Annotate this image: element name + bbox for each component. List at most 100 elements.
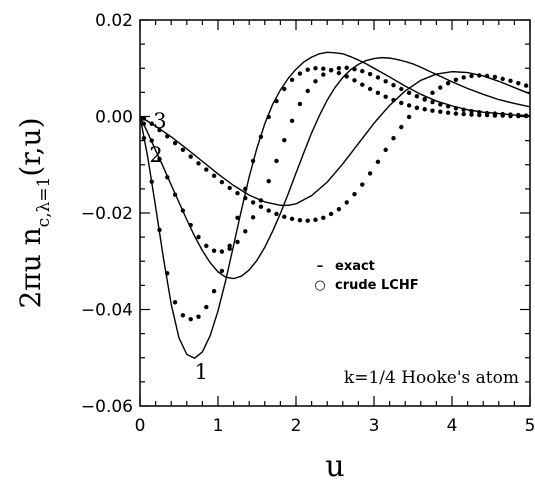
lchf-point-2 (453, 106, 459, 111)
lchf-point-2 (492, 111, 498, 116)
lchf-point-3 (469, 73, 474, 79)
exact-curve-2 (139, 56, 531, 280)
lchf-point-2 (188, 222, 193, 228)
lchf-point-1 (313, 66, 318, 71)
lchf-point-3 (360, 182, 365, 187)
y-axis-title-subscript: c,λ=1 (34, 177, 54, 228)
lchf-point-1 (282, 86, 287, 92)
y-axis-title-args: (r,u) (14, 117, 47, 176)
lchf-point-1 (204, 304, 209, 310)
lchf-point-2 (172, 192, 178, 197)
lchf-point-3 (305, 218, 310, 223)
lchf-point-3 (477, 73, 482, 78)
x-tick-label: 1 (213, 416, 224, 436)
lchf-point-1 (336, 70, 342, 76)
lchf-point-1 (297, 71, 303, 76)
lchf-point-1 (305, 67, 310, 72)
lchf-point-2 (305, 88, 310, 94)
lchf-point-1 (211, 288, 217, 294)
x-tick-label: 3 (369, 416, 380, 436)
y-tick-label: −0.02 (81, 204, 133, 224)
lchf-point-1 (375, 90, 381, 96)
lchf-point-1 (274, 98, 279, 104)
lchf-point-1 (235, 215, 240, 221)
lchf-point-3 (414, 105, 420, 111)
lchf-point-3 (180, 147, 186, 152)
lchf-point-2 (227, 246, 232, 251)
lchf-point-2 (297, 101, 303, 107)
lchf-point-3 (266, 208, 271, 213)
y-axis-title-main: 2πu n (14, 227, 47, 308)
lchf-point-2 (352, 67, 357, 72)
lchf-point-3 (484, 73, 490, 79)
lchf-point-1 (453, 111, 459, 116)
lchf-point-1 (352, 78, 357, 83)
lchf-point-2 (243, 229, 248, 234)
lchf-point-1 (438, 109, 443, 114)
x-tick-label: 0 (135, 416, 146, 436)
lchf-dots (141, 65, 529, 322)
lchf-point-3 (367, 171, 373, 176)
lchf-point-2 (141, 121, 147, 126)
lchf-point-3 (383, 147, 388, 152)
lchf-point-2 (508, 112, 513, 117)
annotation: k=1/4 Hooke's atom (344, 368, 519, 388)
x-tick-label: 5 (525, 416, 535, 436)
y-tick-label: 0.02 (95, 11, 133, 31)
lchf-point-1 (469, 112, 474, 117)
lchf-point-2 (477, 109, 482, 115)
lchf-point-2 (344, 65, 349, 70)
lchf-point-3 (523, 83, 529, 88)
lchf-point-1 (188, 316, 193, 322)
lchf-point-3 (453, 77, 459, 83)
lchf-point-3 (172, 140, 178, 146)
lchf-point-3 (274, 211, 279, 217)
lchf-point-2 (328, 67, 334, 73)
lchf-point-2 (469, 108, 474, 114)
lchf-point-1 (243, 186, 248, 192)
lchf-point-2 (399, 86, 404, 92)
lchf-point-2 (406, 90, 412, 96)
lchf-point-3 (430, 90, 435, 96)
lchf-point-3 (352, 191, 357, 197)
lchf-point-3 (157, 127, 162, 133)
lchf-point-2 (461, 107, 466, 112)
lchf-point-3 (508, 78, 513, 84)
lchf-point-1 (344, 74, 349, 79)
lchf-point-2 (196, 234, 201, 240)
lchf-point-3 (149, 121, 154, 126)
lchf-point-3 (204, 167, 209, 172)
y-tick-label: 0.00 (95, 108, 133, 128)
lchf-point-3 (328, 211, 334, 217)
y-tick-label: −0.04 (81, 301, 133, 321)
lchf-point-2 (414, 94, 420, 99)
lchf-point-3 (313, 217, 318, 222)
lchf-point-1 (250, 158, 256, 164)
lchf-point-3 (297, 218, 303, 223)
lchf-point-3 (250, 200, 256, 205)
lchf-point-2 (235, 239, 240, 245)
lchf-point-1 (391, 97, 396, 103)
x-tick-label: 2 (291, 416, 302, 436)
lchf-point-1 (399, 100, 404, 106)
lchf-point-2 (500, 111, 505, 117)
lchf-point-3 (375, 159, 381, 165)
lchf-point-2 (375, 75, 381, 80)
lchf-point-2 (391, 82, 396, 88)
lchf-point-3 (282, 214, 287, 220)
lchf-point-2 (367, 71, 373, 77)
lchf-point-3 (399, 124, 404, 130)
lchf-point-3 (219, 179, 225, 185)
lchf-point-3 (235, 191, 240, 196)
lchf-point-1 (172, 300, 178, 305)
lchf-point-3 (165, 134, 170, 139)
lchf-point-3 (406, 114, 412, 120)
curve-label-1: 1 (195, 360, 208, 384)
lchf-point-1 (141, 136, 147, 141)
exact-curves (139, 51, 531, 359)
legend-symbol-lchf: ○ (314, 278, 325, 293)
lchf-point-3 (243, 195, 248, 201)
lchf-point-3 (344, 200, 349, 205)
lchf-point-1 (157, 227, 162, 233)
legend: – exact ○ crude LCHF (314, 259, 418, 293)
